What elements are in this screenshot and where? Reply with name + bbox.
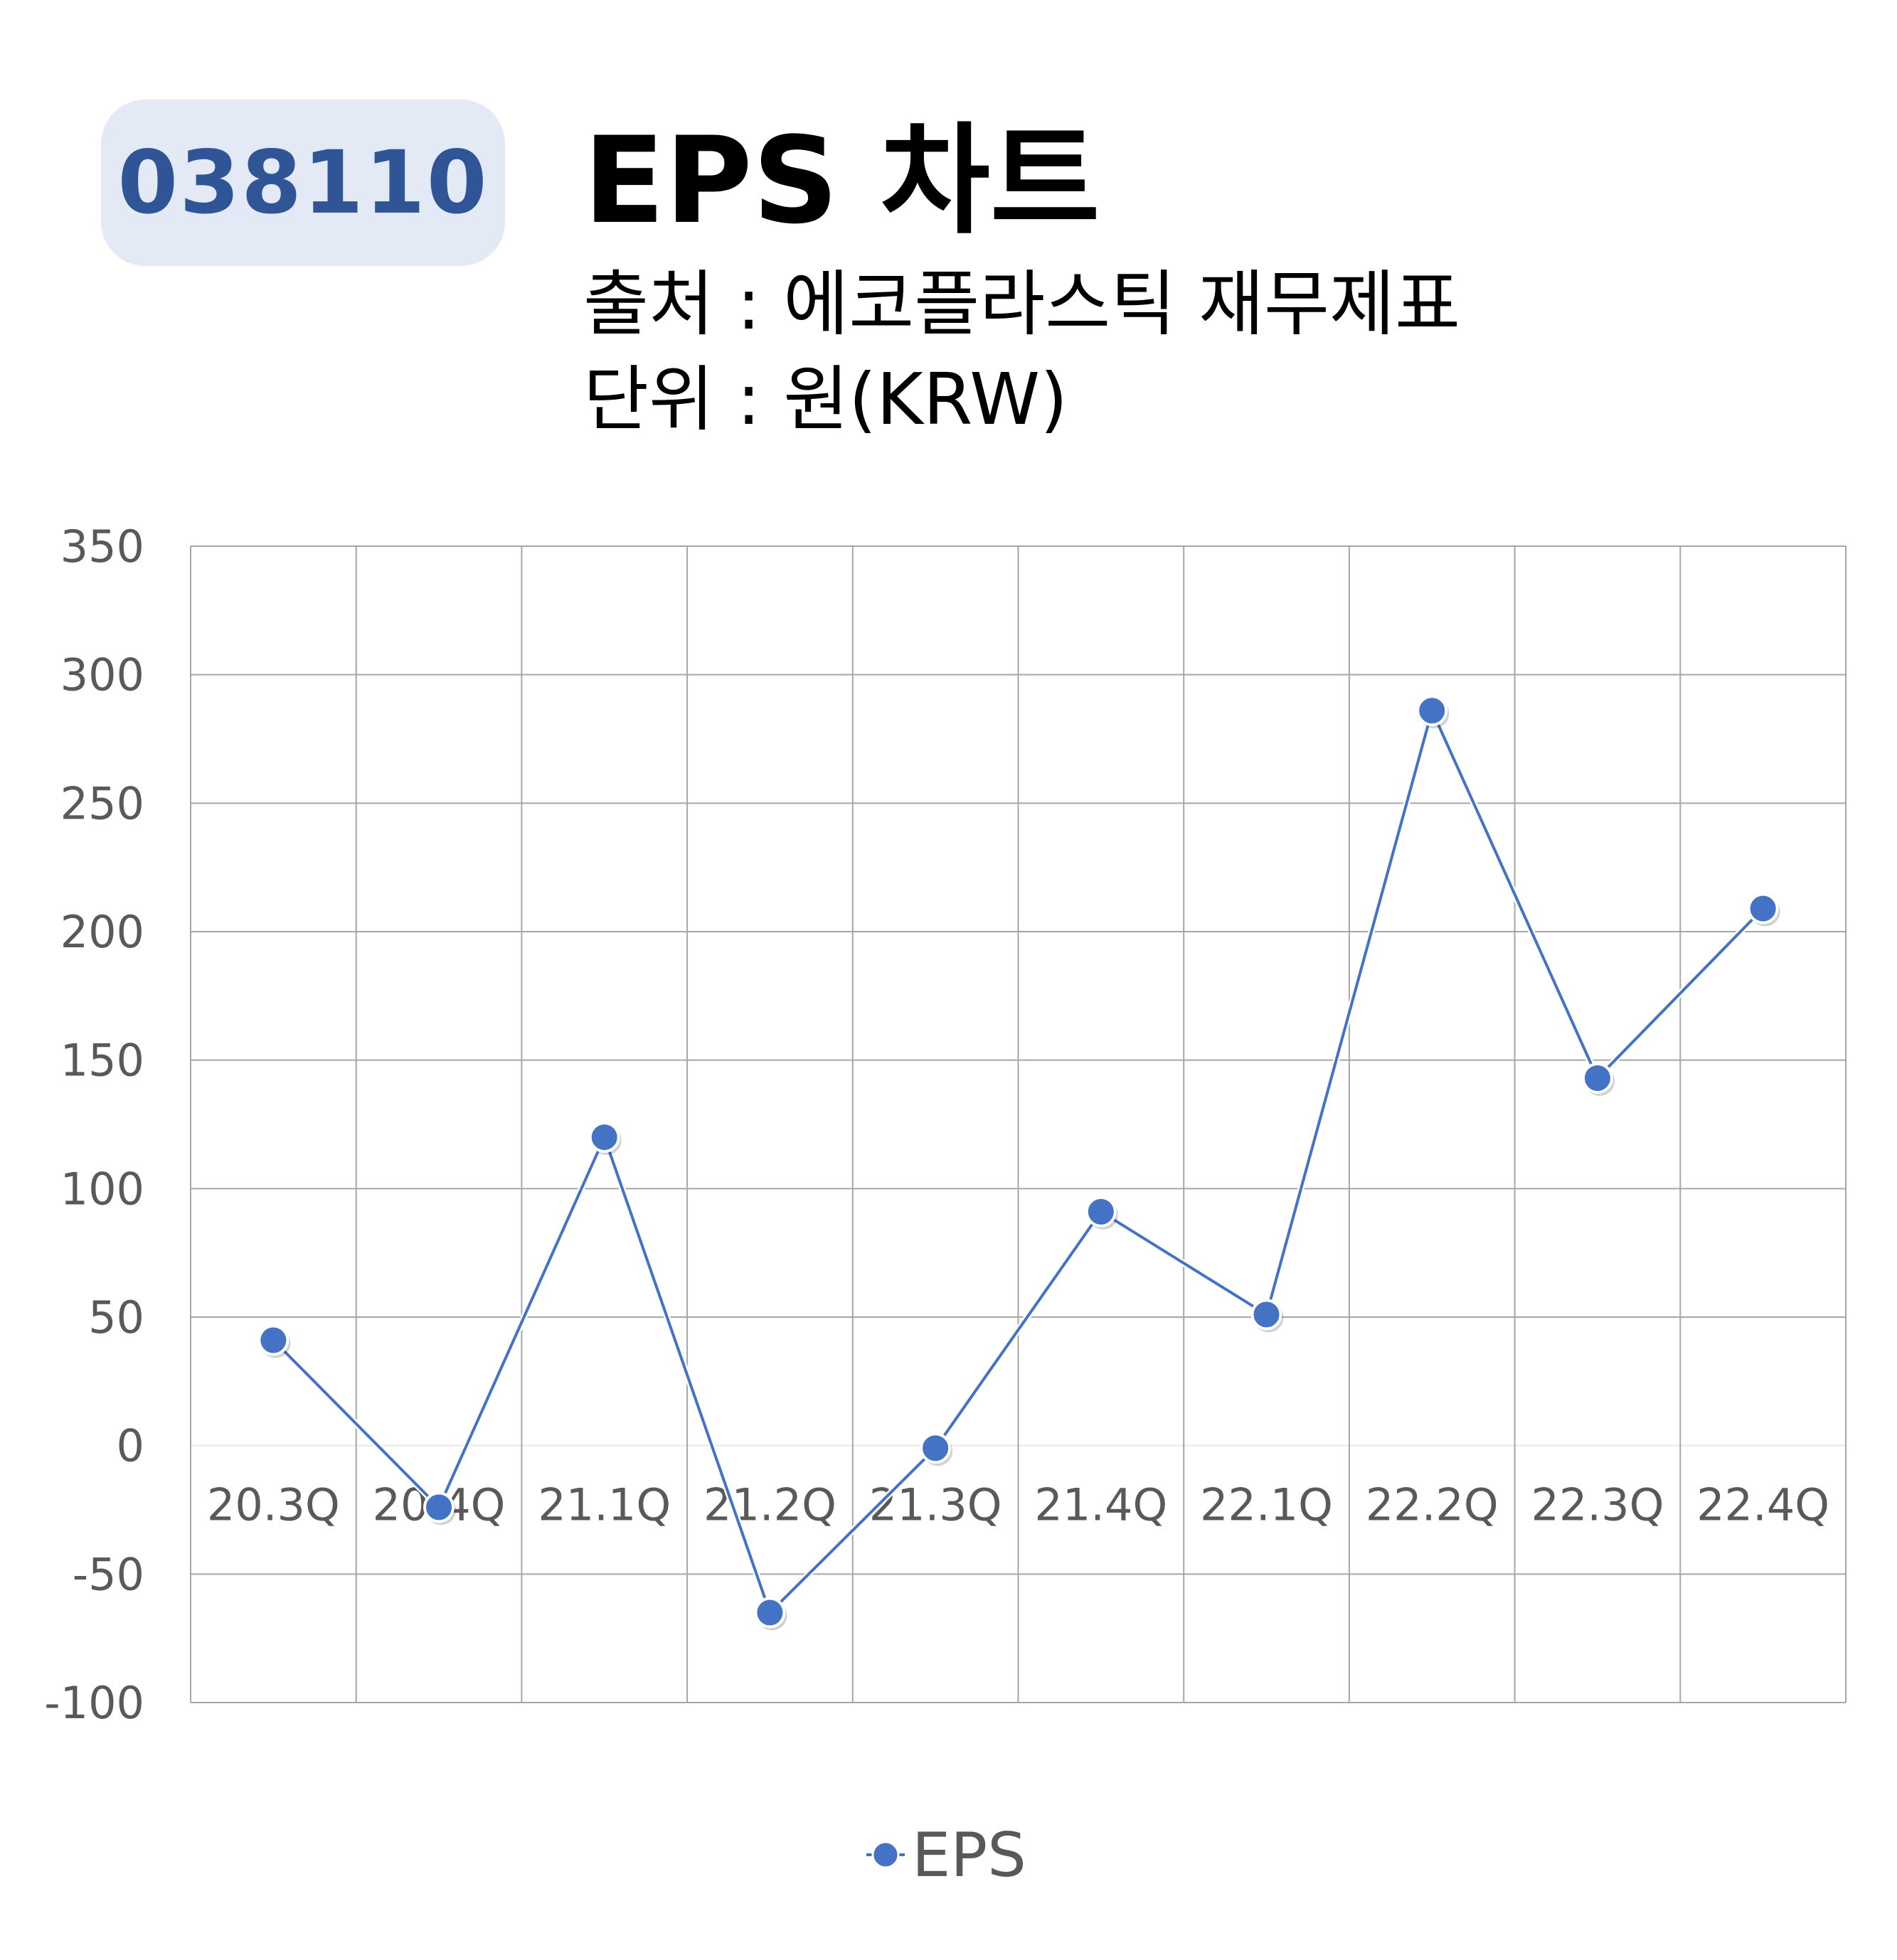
y-tick-label: 300	[60, 649, 144, 701]
x-tick-label: 20.3Q	[207, 1479, 340, 1531]
data-point	[754, 1597, 786, 1629]
x-tick-label: 22.2Q	[1366, 1479, 1499, 1531]
x-tick-label: 21.1Q	[538, 1479, 671, 1531]
legend-marker	[871, 1841, 900, 1869]
data-point	[920, 1432, 952, 1464]
y-tick-label: 0	[117, 1420, 144, 1472]
data-point	[257, 1324, 289, 1356]
y-tick-label: 50	[88, 1291, 144, 1343]
ticker-badge: 038110	[101, 100, 505, 266]
ticker-code: 038110	[117, 132, 489, 233]
y-tick-label: 150	[60, 1035, 144, 1087]
data-point	[588, 1122, 620, 1154]
source-label: 출처 : 에코플라스틱 재무제표	[583, 262, 1461, 346]
eps-line-chart: 350300250200150100500-50-10020.3Q20.4Q21…	[44, 521, 1846, 1891]
data-point	[1085, 1195, 1117, 1227]
x-tick-label: 22.1Q	[1200, 1479, 1333, 1531]
y-tick-label: 200	[60, 906, 144, 958]
data-point	[1747, 893, 1779, 925]
x-tick-label: 21.4Q	[1034, 1479, 1167, 1531]
y-tick-label: -100	[44, 1677, 144, 1729]
data-point	[1416, 695, 1448, 727]
y-tick-label: -50	[73, 1548, 144, 1600]
series-line	[272, 709, 1765, 1614]
data-point	[1581, 1062, 1613, 1094]
x-tick-label: 21.3Q	[869, 1479, 1002, 1531]
y-tick-label: 350	[60, 521, 144, 572]
y-tick-label: 250	[60, 777, 144, 829]
legend-label: EPS	[912, 1820, 1026, 1891]
y-tick-label: 100	[60, 1163, 144, 1215]
chart-title: EPS 차트	[583, 111, 1100, 250]
x-tick-label: 22.3Q	[1531, 1479, 1664, 1531]
unit-label: 단위 : 원(KRW)	[583, 358, 1068, 441]
data-point	[423, 1491, 455, 1523]
x-tick-label: 22.4Q	[1696, 1479, 1829, 1531]
data-point	[1250, 1299, 1282, 1331]
